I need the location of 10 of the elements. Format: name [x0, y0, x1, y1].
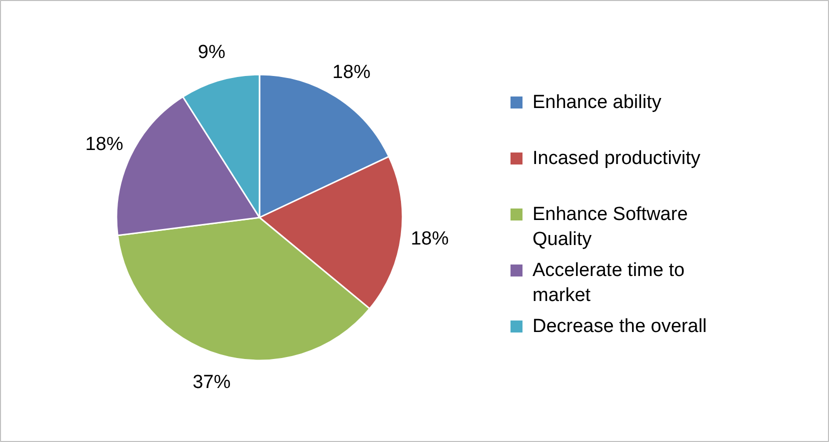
data-label: 9%	[198, 42, 226, 64]
legend-label: Incased productivity	[532, 148, 701, 169]
data-label: 18%	[85, 134, 124, 155]
data-label: 18%	[332, 62, 371, 84]
legend-label: Enhance ability	[532, 92, 662, 113]
data-label: 37%	[192, 372, 231, 393]
data-label: 18%	[410, 228, 449, 250]
legend-label: Accelerate time to market	[532, 260, 685, 306]
legend-label: Decrease the overall	[532, 316, 707, 337]
legend-label: Enhance Software Quality	[532, 204, 688, 250]
